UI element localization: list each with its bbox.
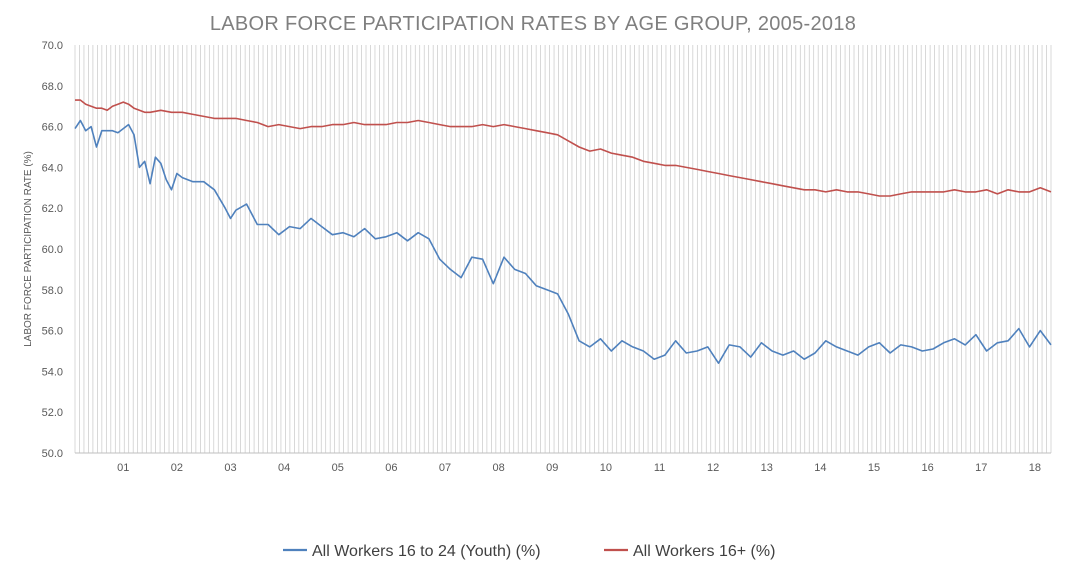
y-tick-label-10: 70.0 [42,40,63,52]
legend-label-youth: All Workers 16 to 24 (Youth) (%) [312,543,541,560]
x-tick-label-13: 13 [761,462,773,474]
y-axis-label: LABOR FORCE PARTICIPATION RATE (%) [23,151,34,347]
x-tick-label-11: 11 [654,462,665,474]
y-tick-label-1: 52.0 [42,407,63,419]
y-tick-label-8: 66.0 [42,122,63,134]
y-tick-label-5: 60.0 [42,244,63,256]
y-tick-label-0: 50.0 [42,448,63,460]
y-axis-ticks: 50.0 52.0 54.0 56.0 58.0 60.0 62.0 64.0 66.0 68.0… [42,40,63,460]
series-line-all-workers [75,99,1052,197]
x-tick-label-12: 12 [707,462,719,474]
chart-title: LABOR FORCE PARTICIPATION RATES BY AGE G… [210,13,856,35]
x-tick-label-03: 03 [224,462,236,474]
series-line-youth [74,119,1052,365]
vertical-gridlines [74,45,1052,453]
y-tick-label-2: 54.0 [42,366,63,378]
x-tick-label-01: 01 [117,462,129,474]
y-tick-label-4: 58.0 [42,285,63,297]
x-tick-label-18: 18 [1029,462,1041,474]
x-tick-label-04: 04 [278,462,290,474]
legend-label-all-workers: All Workers 16+ (%) [633,543,775,560]
x-tick-label-16: 16 [922,462,934,474]
y-tick-label-3: 56.0 [42,326,63,338]
x-tick-label-08: 08 [493,462,505,474]
y-tick-label-6: 62.0 [42,203,63,215]
x-tick-label-09: 09 [546,462,558,474]
legend-item-youth: All Workers 16 to 24 (Youth) (%) [283,543,541,560]
y-tick-label-7: 64.0 [42,162,63,174]
x-tick-label-17: 17 [975,462,987,474]
x-tick-label-10: 10 [600,462,612,474]
x-tick-label-14: 14 [814,462,826,474]
x-tick-label-02: 02 [171,462,183,474]
x-tick-label-06: 06 [385,462,397,474]
x-axis-ticks: 01 02 03 04 05 06 07 08 09 10 11 12 13 14 15 16 17 18 [117,462,1041,474]
legend: All Workers 16 to 24 (Youth) (%) All Wor… [283,543,775,560]
series-lines [74,99,1052,365]
x-tick-label-15: 15 [868,462,880,474]
legend-item-all-workers: All Workers 16+ (%) [604,543,775,560]
y-tick-label-9: 68.0 [42,81,63,93]
x-tick-label-05: 05 [332,462,344,474]
x-tick-label-07: 07 [439,462,451,474]
